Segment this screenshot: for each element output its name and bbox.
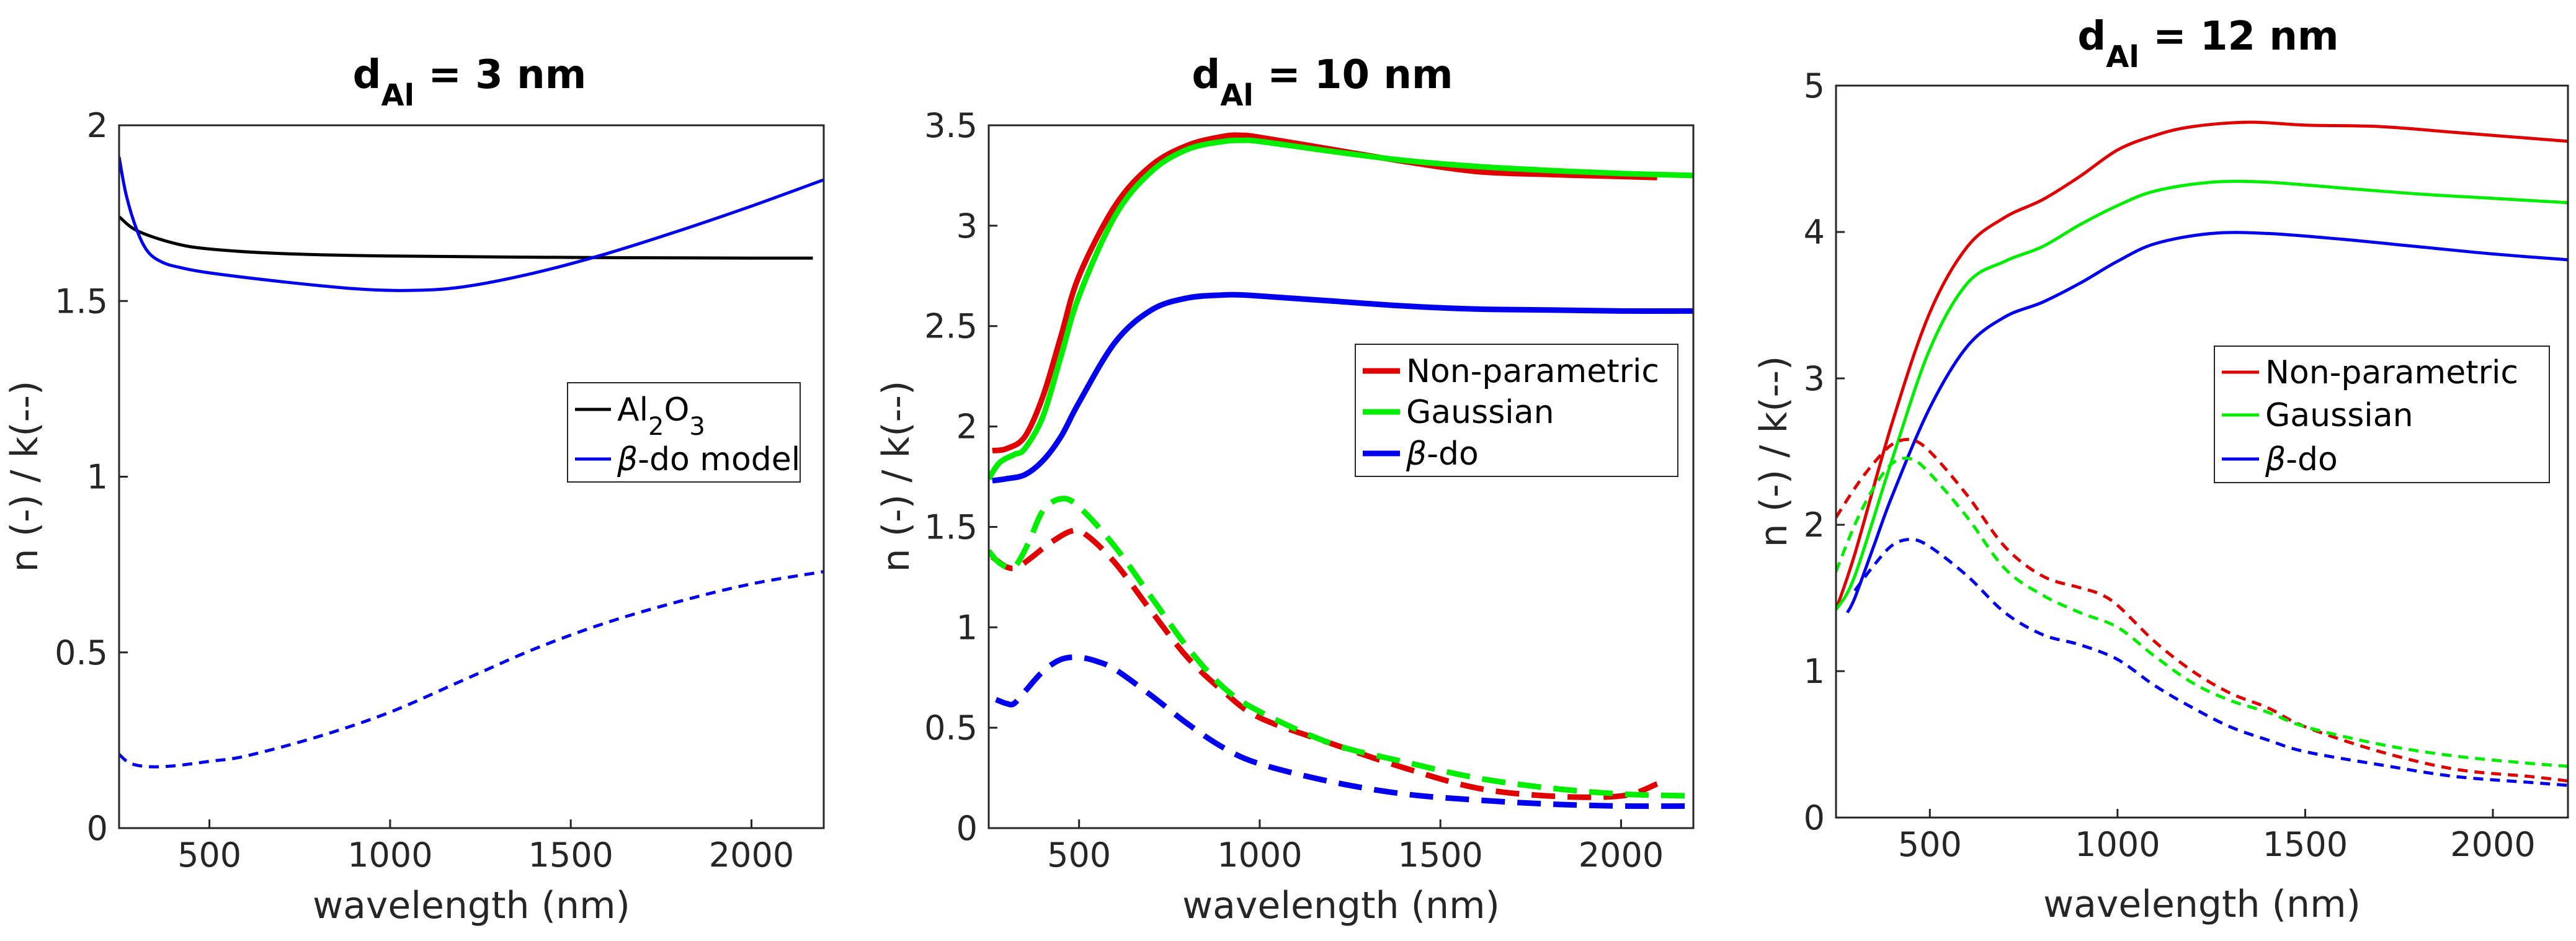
- panel-1-yticks: 0 0.5 1 1.5 2: [55, 106, 128, 848]
- panel-2-xtick-label: 1000: [1217, 836, 1302, 875]
- panel-2-title: dAl = 10 nm: [1192, 52, 1453, 113]
- panel-2-series-1-n: [992, 132, 1657, 453]
- panel-2-axes-box: [987, 124, 1695, 829]
- panel-1-ytick-label: 0: [87, 809, 108, 848]
- panel-3-legend: Non-parametric Gaussian β-do: [2214, 346, 2550, 483]
- panel-2-ytick-label: 2.5: [924, 307, 978, 346]
- panel-1-ytick-label: 0.5: [55, 633, 108, 672]
- panel-3-ytick-label: 3: [1804, 359, 1825, 398]
- panel-2-ytick-label: 1.5: [924, 507, 978, 546]
- panel-2-ylabel: n (-) / k(--): [875, 381, 918, 573]
- panel-2-xtick-label: 500: [1047, 836, 1111, 875]
- panel-1-xtick-label: 1500: [528, 836, 613, 875]
- panel-2-ytick-label: 0.5: [924, 708, 978, 747]
- panel-3-axes-box: [1835, 84, 2569, 819]
- panel-3-ytick-label: 5: [1804, 66, 1825, 105]
- panel-3-ytick-label: 4: [1804, 213, 1825, 252]
- panel-2-plot: [989, 132, 1693, 809]
- panel-2-series-3-n: [992, 292, 1693, 484]
- panel-1-legend-box: [567, 382, 801, 483]
- panel-1-series-3-k: [119, 570, 824, 769]
- panel-1-xtick-label: 2000: [709, 836, 794, 875]
- panel-3-series-2-n: [1836, 179, 2568, 611]
- panel-3-series-1-n: [1836, 120, 2568, 610]
- panel-3-series-6-k: [1853, 538, 2568, 787]
- panel-1-xtick-label: 1000: [347, 836, 432, 875]
- panel-3-series-4-k: [1836, 438, 2568, 783]
- panel-2-series-5-k: [989, 496, 1693, 799]
- panel-3-legend-label-nonparam: Non-parametric: [2265, 354, 2518, 391]
- panel-2-yticks: 0 0.5 1 1.5 2 2.5 3 3.5: [924, 106, 997, 848]
- panel-1-series-2-n: [119, 156, 824, 292]
- panel-2-xticks: 500 1000 1500 2000: [1047, 819, 1664, 875]
- panel-1-ytick-label: 2: [87, 106, 108, 145]
- panel-2-ytick-label: 3: [956, 207, 978, 246]
- panel-2-legend: Non-parametric Gaussian β-do: [1355, 344, 1678, 477]
- panel-2-xlabel: wavelength (nm): [1182, 884, 1500, 927]
- panel-2-series-6-k: [995, 654, 1693, 809]
- panel-1-title: dAl = 3 nm: [353, 52, 587, 113]
- panel-1-legend-label-bdo: β-do model: [617, 441, 800, 478]
- panel-3-ytick-label: 0: [1804, 798, 1825, 837]
- panel-1-xlabel: wavelength (nm): [313, 884, 630, 927]
- panel-2-xtick-label: 1500: [1397, 836, 1482, 875]
- panel-2-legend-label-bdo: β-do: [1406, 435, 1479, 473]
- panel-3-series-3-n: [1845, 231, 2568, 613]
- panel-3-ytick-label: 1: [1804, 652, 1825, 691]
- panel-3-plot: [1836, 120, 2568, 787]
- panel-2-xtick-label: 2000: [1579, 836, 1664, 875]
- panel-2-series-2-n: [989, 137, 1693, 481]
- panel-3-xticks: 500 1000 1500 2000: [1898, 809, 2536, 864]
- panel-1: dAl = 3 nm 500 1000 1500 2000 0 0.5 1 1.5 2 wav…: [3, 52, 825, 927]
- panel-2-legend-label-gaussian: Gaussian: [1406, 394, 1554, 431]
- panel-1-legend-label-al2o3: Al2O3: [617, 391, 705, 441]
- panel-3-xtick-label: 1000: [2075, 825, 2160, 864]
- panel-1-xtick-label: 500: [177, 836, 241, 875]
- panel-2: dAl = 10 nm 500 1000 1500 2000 0 0.5 1 1.5 2 2.5…: [875, 52, 1695, 927]
- panel-3-ylabel: n (-) / k(--): [1752, 356, 1796, 548]
- panel-1-plot: [119, 156, 824, 769]
- panel-3-legend-label-bdo: β-do: [2265, 441, 2338, 478]
- panel-1-legend: Al2O3 β-do model: [567, 382, 801, 483]
- panel-3-title: dAl = 12 nm: [2077, 14, 2338, 74]
- panel-2-legend-label-nonparam: Non-parametric: [1406, 353, 1659, 390]
- panel-3-ytick-label: 2: [1804, 506, 1825, 545]
- panel-3-xtick-label: 500: [1898, 825, 1962, 864]
- panel-2-ytick-label: 0: [956, 809, 978, 848]
- panel-1-ytick-label: 1: [87, 458, 108, 497]
- panel-1-series-1-n: [119, 215, 813, 260]
- panel-2-ytick-label: 2: [956, 408, 978, 447]
- panel-2-series-4-k: [991, 527, 1659, 800]
- panel-3-legend-box: [2214, 346, 2550, 483]
- panel-2-ytick-label: 3.5: [924, 106, 978, 145]
- panel-3-yticks: 0 1 2 3 4 5: [1804, 66, 1845, 837]
- panel-1-ytick-label: 1.5: [55, 282, 108, 321]
- panel-1-xticks: 500 1000 1500 2000: [177, 819, 794, 875]
- panel-2-ytick-label: 1: [956, 608, 978, 647]
- panel-3-xtick-label: 2000: [2450, 825, 2535, 864]
- panel-3-series-5-k: [1836, 457, 2568, 768]
- panel-3-legend-label-gaussian: Gaussian: [2265, 397, 2413, 434]
- panel-3-xtick-label: 1500: [2263, 825, 2348, 864]
- panel-3: dAl = 12 nm 500 1000 1500 2000 0 1 2 3 4 5 wavel…: [1752, 14, 2569, 926]
- panel-3-xlabel: wavelength (nm): [2043, 883, 2361, 926]
- panel-2-legend-box: [1355, 344, 1678, 477]
- panel-1-ylabel: n (-) / k(--): [3, 381, 47, 573]
